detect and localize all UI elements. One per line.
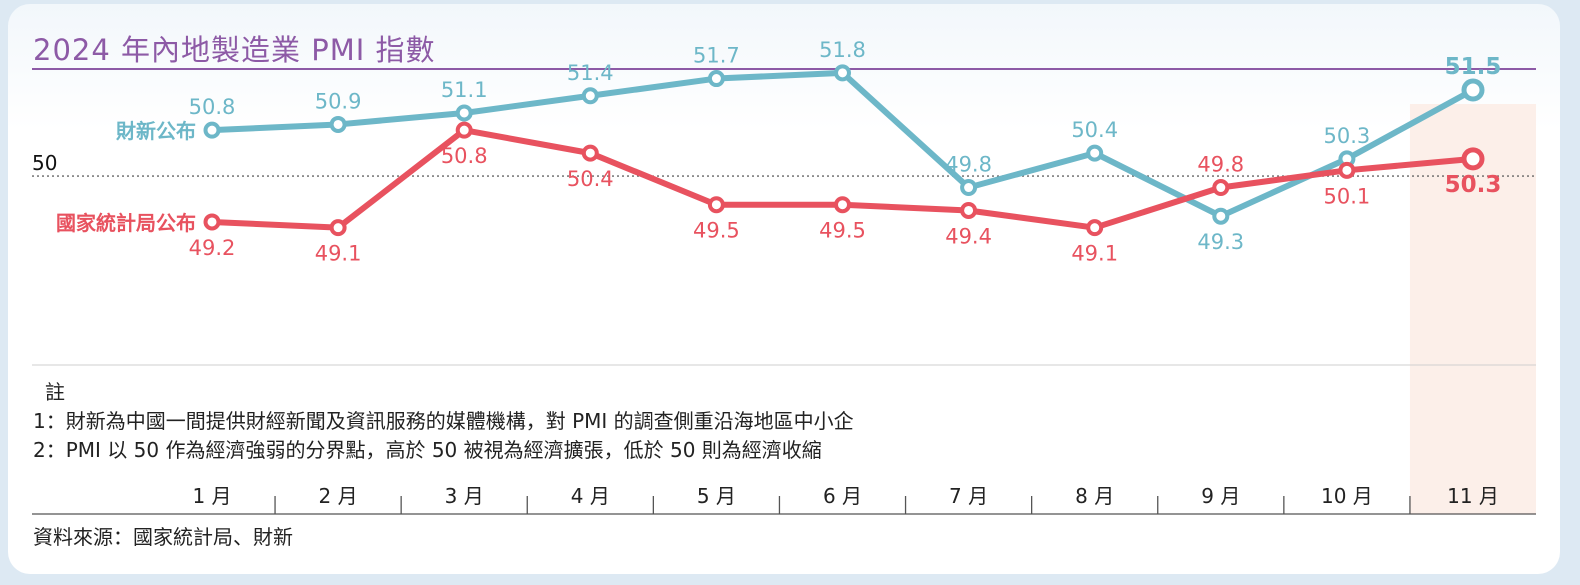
chart-title: 2024 年內地製造業 PMI 指數 [33,33,436,67]
point-s0-5 [834,64,851,82]
series-name-1: 國家統計局公布 [56,211,196,235]
point-s1-6 [960,201,978,219]
month-label-5: 6 月 [823,484,862,508]
month-label-7: 8 月 [1075,484,1114,508]
value-label-s1-0: 49.2 [189,236,236,260]
point-s1-4 [707,196,725,214]
month-label-4: 5 月 [697,484,736,508]
value-label-s0-1: 50.9 [315,89,362,113]
month-label-3: 4 月 [571,484,610,508]
value-label-s1-2: 50.8 [441,144,488,168]
point-s0-7 [1086,144,1104,162]
point-s1-10 [1461,147,1485,171]
highlight-band-11 [1409,104,1536,514]
reference-label: 50 [32,151,57,175]
value-label-s1-3: 50.4 [567,167,614,191]
point-s1-1 [329,219,347,237]
point-s0-6 [960,179,978,197]
month-label-9: 10 月 [1321,484,1373,508]
value-label-s1-6: 49.4 [945,224,992,248]
value-label-s0-2: 51.1 [441,78,488,102]
month-label-0: 1 月 [192,484,231,508]
pmi-line-chart: 2024 年內地製造業 PMI 指數 50 50.8 50.9 51.1 51.4 51… [32,33,1536,549]
value-label-s0-5: 51.8 [819,38,866,62]
value-label-s0-4: 51.7 [693,44,740,68]
value-label-s1-5: 49.5 [819,219,866,243]
month-label-6: 7 月 [949,484,988,508]
value-label-s0-6: 49.8 [945,153,992,177]
note-line-2: 2：PMI 以 50 作為經濟強弱的分界點，高於 50 被視為經濟擴張，低於 5… [33,438,822,462]
point-s1-2 [455,121,473,139]
value-label-s1-9: 50.1 [1324,184,1371,208]
value-label-s0-0: 50.8 [189,95,236,119]
value-label-s0-9: 50.3 [1324,124,1371,148]
point-s0-2 [455,104,473,122]
value-label-s1-4: 49.5 [693,219,740,243]
point-s1-5 [834,196,851,214]
value-label-s1-7: 49.1 [1071,242,1118,266]
point-s0-10 [1461,78,1485,102]
value-label-s0-7: 50.4 [1071,118,1118,142]
value-label-s0-10: 51.5 [1445,54,1502,80]
value-label-s0-8: 49.3 [1197,230,1244,254]
value-label-s1-10: 50.3 [1445,172,1502,198]
value-label-s1-1: 49.1 [315,242,362,266]
point-s0-0 [203,121,221,139]
chart-card: 2024 年內地製造業 PMI 指數 50 50.8 50.9 51.1 51.4 51… [8,4,1560,574]
point-s0-8 [1212,207,1230,225]
month-label-8: 9 月 [1201,484,1240,508]
point-s1-3 [581,144,599,162]
point-s0-1 [329,115,347,133]
month-label-10: 11 月 [1447,484,1499,508]
value-label-s1-8: 49.8 [1197,153,1244,177]
point-s1-8 [1212,179,1230,197]
source-note: 資料來源：國家統計局、財新 [33,525,293,549]
note-line-1: 1：財新為中國一間提供財經新聞及資訊服務的媒體機構，對 PMI 的調查側重沿海地… [33,409,854,433]
point-s1-0 [203,213,221,231]
point-s1-7 [1086,219,1104,237]
point-s0-3 [581,87,599,105]
notes-heading: 註 [45,380,65,404]
value-label-s0-3: 51.4 [567,61,614,85]
series-line-0 [209,69,1476,220]
point-s1-9 [1338,161,1356,179]
point-s0-4 [707,70,725,88]
series-name-0: 財新公布 [116,119,196,143]
month-label-2: 3 月 [445,484,484,508]
month-label-1: 2 月 [319,484,358,508]
